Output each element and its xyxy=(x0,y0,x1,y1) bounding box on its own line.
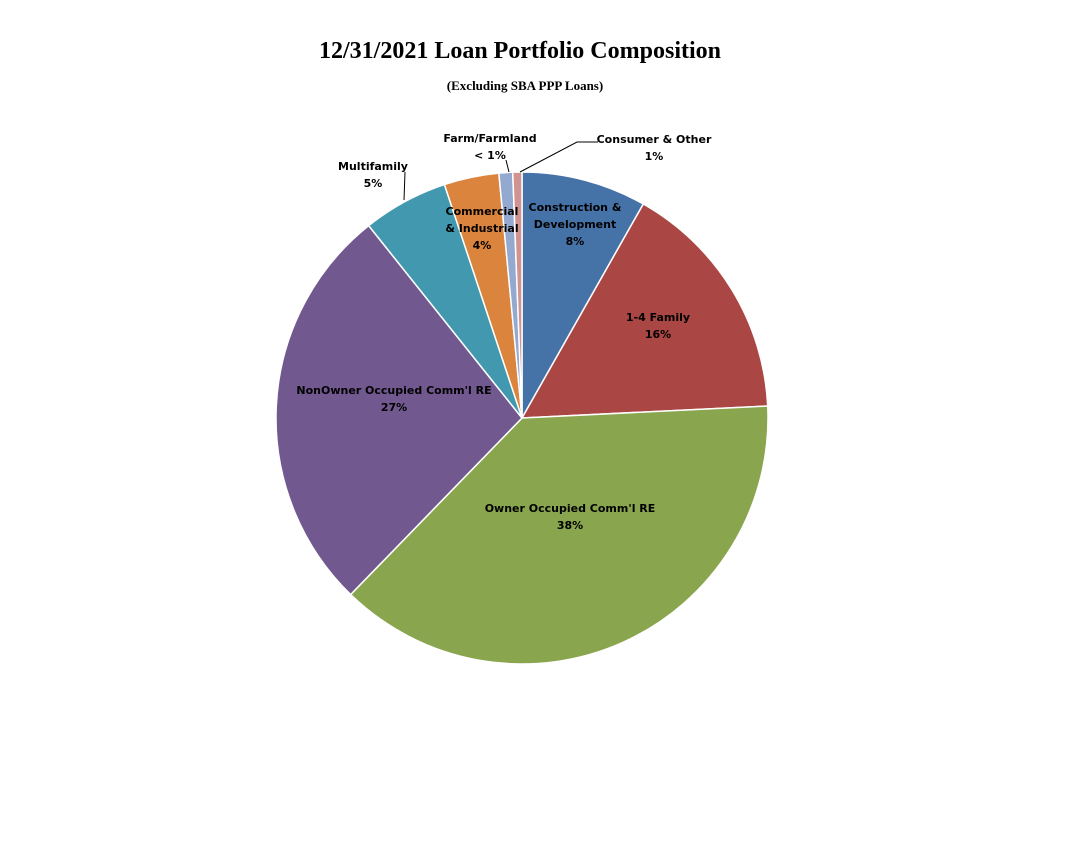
chart-title: 12/31/2021 Loan Portfolio Composition xyxy=(318,38,721,64)
slice-label: Farm/Farmland < 1% xyxy=(443,132,536,162)
slice-label: Owner Occupied Comm'l RE 38% xyxy=(485,502,656,532)
pie-slice-construction-development xyxy=(521,171,645,421)
slice-label: Commercial & Industrial 4% xyxy=(445,205,518,252)
slice-label: Consumer & Other 1% xyxy=(597,133,712,163)
chart-subtitle: (Excluding SBA PPP Loans) xyxy=(446,78,604,93)
pie-slice-owner-occupied-comm-l-re xyxy=(349,405,769,665)
pie-slice-1-4-family xyxy=(520,202,769,419)
slice-label: NonOwner Occupied Comm'l RE 27% xyxy=(296,384,491,414)
slice-label: 1-4 Family 16% xyxy=(626,311,690,341)
slice-label: Multifamily 5% xyxy=(338,160,408,190)
slice-label: Construction & Development 8% xyxy=(529,201,622,248)
leader-line xyxy=(505,159,510,173)
leader-line xyxy=(403,171,406,201)
leader-line xyxy=(519,141,598,173)
pie-slice-nonowner-occupied-comm-l-re xyxy=(275,224,523,596)
pie-slice-consumer-other xyxy=(511,171,523,419)
